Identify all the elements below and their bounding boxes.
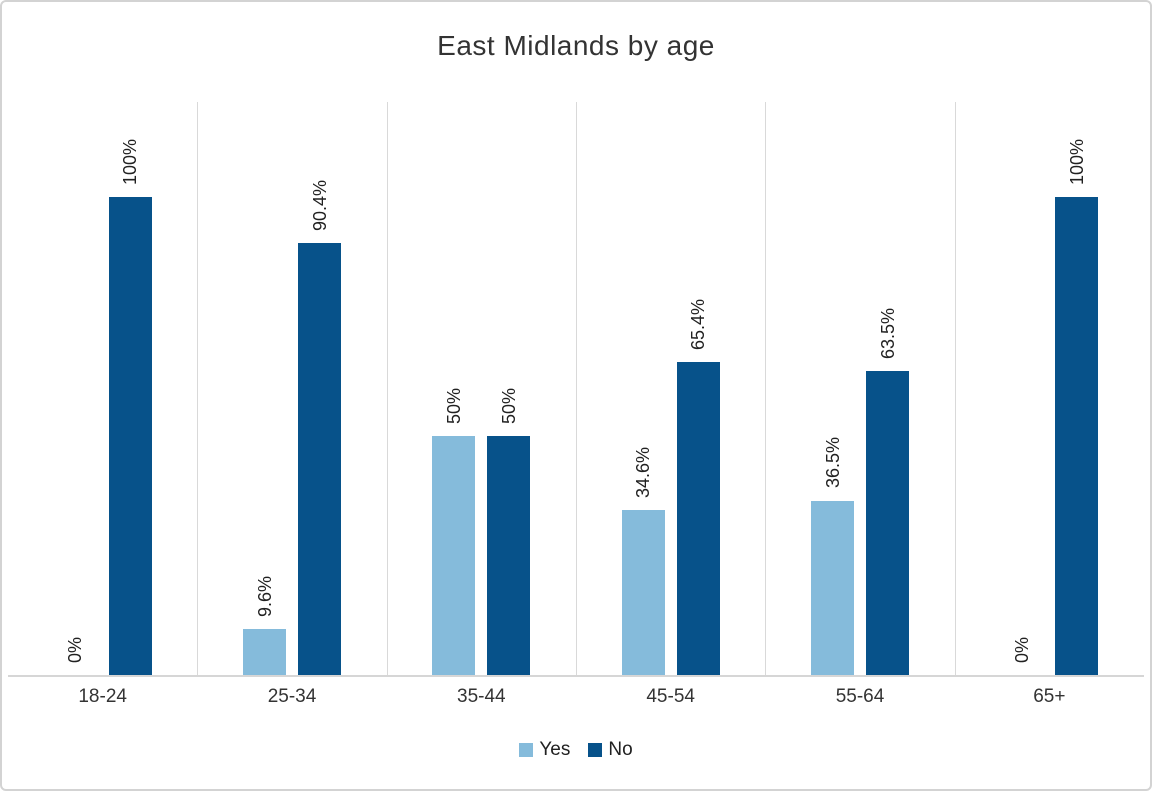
legend-swatch-yes [519,743,534,757]
legend-item-yes[interactable]: Yes [519,739,570,761]
bar-yes-55-64[interactable] [811,500,854,675]
legend-item-no[interactable]: No [588,739,633,761]
legend-swatch-no [588,743,603,757]
data-label-yes-45-54: 34.6% [633,446,654,498]
bar-no-35-44[interactable] [487,436,531,675]
x-axis-label-35-44: 35-44 [457,686,506,707]
bar-yes-35-44[interactable] [432,436,476,675]
gridline [576,102,577,675]
legend-label-yes: Yes [539,739,571,760]
bar-no-65+[interactable] [1055,197,1099,675]
x-axis-label-45-54: 45-54 [646,686,695,707]
gridline [765,102,767,675]
data-label-no-25-34: 90.4% [309,179,330,231]
data-label-yes-35-44: 50% [443,387,464,424]
data-label-no-45-54: 65.4% [688,299,709,351]
bar-no-25-34[interactable] [298,242,341,675]
legend-label-no: No [608,739,633,760]
data-label-yes-65+: 0% [1011,636,1032,663]
data-label-yes-55-64: 36.5% [822,437,843,489]
x-axis-label-25-34: 25-34 [267,686,317,707]
data-label-yes-18-24: 0% [65,636,86,663]
bar-no-18-24[interactable] [108,197,152,675]
data-label-no-35-44: 50% [498,387,519,424]
x-axis-line [8,675,1144,677]
gridline [197,102,199,675]
bar-yes-25-34[interactable] [243,629,286,675]
data-label-no-65+: 100% [1066,138,1087,185]
bar-yes-45-54[interactable] [621,509,665,675]
chart-title: East Midlands by age [437,30,715,61]
data-label-no-18-24: 100% [120,138,141,185]
legend: Yes No [2,739,1150,761]
x-axis-label-65+: 65+ [1033,686,1066,707]
data-label-no-55-64: 63.5% [877,308,898,360]
bar-no-55-64[interactable] [866,371,909,675]
gridline [954,102,956,675]
gridline [386,102,388,675]
bar-no-45-54[interactable] [676,362,720,675]
x-axis-label-55-64: 55-64 [835,686,885,707]
data-label-yes-25-34: 9.6% [254,576,275,618]
x-axis-label-18-24: 18-24 [78,686,127,707]
